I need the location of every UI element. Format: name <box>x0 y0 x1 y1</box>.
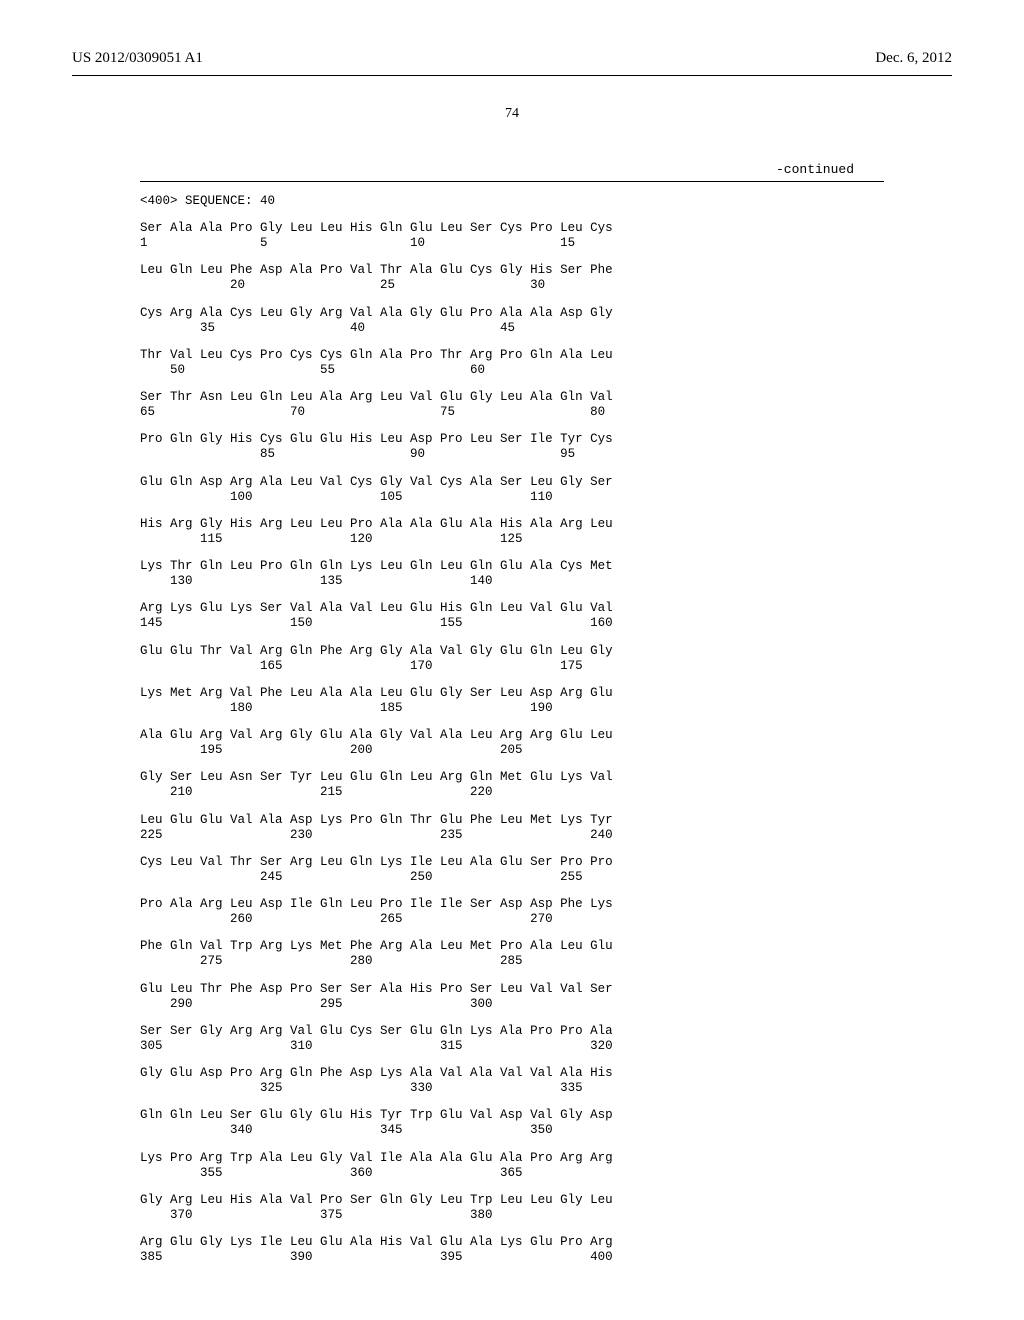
sequence-row: Ser Thr Asn Leu Gln Leu Ala Arg Leu Val … <box>140 391 884 404</box>
section-rule-top <box>140 181 884 182</box>
continued-label: -continued <box>140 162 854 177</box>
sequence-row: Gln Gln Leu Ser Glu Gly Glu His Tyr Trp … <box>140 1109 884 1122</box>
sequence-row: Leu Glu Glu Val Ala Asp Lys Pro Gln Thr … <box>140 814 884 827</box>
position-row: 100 105 110 <box>140 491 884 504</box>
sequence-body: Ser Ala Ala Pro Gly Leu Leu His Gln Glu … <box>140 222 884 1264</box>
position-row: 35 40 45 <box>140 322 884 335</box>
sequence-row: Gly Glu Asp Pro Arg Gln Phe Asp Lys Ala … <box>140 1067 884 1080</box>
sequence-row: Gly Ser Leu Asn Ser Tyr Leu Glu Gln Leu … <box>140 771 884 784</box>
position-row: 165 170 175 <box>140 660 884 673</box>
position-row: 195 200 205 <box>140 744 884 757</box>
page-number: 74 <box>0 106 1024 122</box>
sequence-row: Cys Arg Ala Cys Leu Gly Arg Val Ala Gly … <box>140 307 884 320</box>
page-header: US 2012/0309051 A1 Dec. 6, 2012 <box>0 0 1024 75</box>
position-row: 20 25 30 <box>140 279 884 292</box>
position-row: 65 70 75 80 <box>140 406 884 419</box>
header-rule <box>72 75 952 76</box>
sequence-row: Pro Gln Gly His Cys Glu Glu His Leu Asp … <box>140 433 884 446</box>
position-row: 225 230 235 240 <box>140 829 884 842</box>
position-row: 210 215 220 <box>140 786 884 799</box>
sequence-row: Cys Leu Val Thr Ser Arg Leu Gln Lys Ile … <box>140 856 884 869</box>
sequence-row: Thr Val Leu Cys Pro Cys Cys Gln Ala Pro … <box>140 349 884 362</box>
position-row: 50 55 60 <box>140 364 884 377</box>
sequence-row: Lys Met Arg Val Phe Leu Ala Ala Leu Glu … <box>140 687 884 700</box>
position-row: 340 345 350 <box>140 1124 884 1137</box>
sequence-row: Glu Leu Thr Phe Asp Pro Ser Ser Ala His … <box>140 983 884 996</box>
sequence-listing: -continued <400> SEQUENCE: 40 Ser Ala Al… <box>140 162 884 1264</box>
sequence-row: Pro Ala Arg Leu Asp Ile Gln Leu Pro Ile … <box>140 898 884 911</box>
position-row: 245 250 255 <box>140 871 884 884</box>
sequence-row: Arg Glu Gly Lys Ile Leu Glu Ala His Val … <box>140 1236 884 1249</box>
sequence-row: His Arg Gly His Arg Leu Leu Pro Ala Ala … <box>140 518 884 531</box>
sequence-row: Phe Gln Val Trp Arg Lys Met Phe Arg Ala … <box>140 940 884 953</box>
sequence-row: Ala Glu Arg Val Arg Gly Glu Ala Gly Val … <box>140 729 884 742</box>
position-row: 180 185 190 <box>140 702 884 715</box>
sequence-row: Lys Pro Arg Trp Ala Leu Gly Val Ile Ala … <box>140 1152 884 1165</box>
sequence-row: Gly Arg Leu His Ala Val Pro Ser Gln Gly … <box>140 1194 884 1207</box>
sequence-row: Glu Gln Asp Arg Ala Leu Val Cys Gly Val … <box>140 476 884 489</box>
publication-date: Dec. 6, 2012 <box>875 50 952 67</box>
position-row: 85 90 95 <box>140 448 884 461</box>
position-row: 275 280 285 <box>140 955 884 968</box>
sequence-row: Arg Lys Glu Lys Ser Val Ala Val Leu Glu … <box>140 602 884 615</box>
sequence-row: Lys Thr Gln Leu Pro Gln Gln Lys Leu Gln … <box>140 560 884 573</box>
sequence-row: Leu Gln Leu Phe Asp Ala Pro Val Thr Ala … <box>140 264 884 277</box>
position-row: 385 390 395 400 <box>140 1251 884 1264</box>
position-row: 325 330 335 <box>140 1082 884 1095</box>
publication-number: US 2012/0309051 A1 <box>72 50 203 67</box>
position-row: 115 120 125 <box>140 533 884 546</box>
sequence-row: Glu Glu Thr Val Arg Gln Phe Arg Gly Ala … <box>140 645 884 658</box>
sequence-row: Ser Ser Gly Arg Arg Val Glu Cys Ser Glu … <box>140 1025 884 1038</box>
position-row: 305 310 315 320 <box>140 1040 884 1053</box>
position-row: 370 375 380 <box>140 1209 884 1222</box>
position-row: 260 265 270 <box>140 913 884 926</box>
position-row: 290 295 300 <box>140 998 884 1011</box>
position-row: 355 360 365 <box>140 1167 884 1180</box>
position-row: 145 150 155 160 <box>140 617 884 630</box>
sequence-row: Ser Ala Ala Pro Gly Leu Leu His Gln Glu … <box>140 222 884 235</box>
sequence-header: <400> SEQUENCE: 40 <box>140 194 884 208</box>
position-row: 1 5 10 15 <box>140 237 884 250</box>
position-row: 130 135 140 <box>140 575 884 588</box>
